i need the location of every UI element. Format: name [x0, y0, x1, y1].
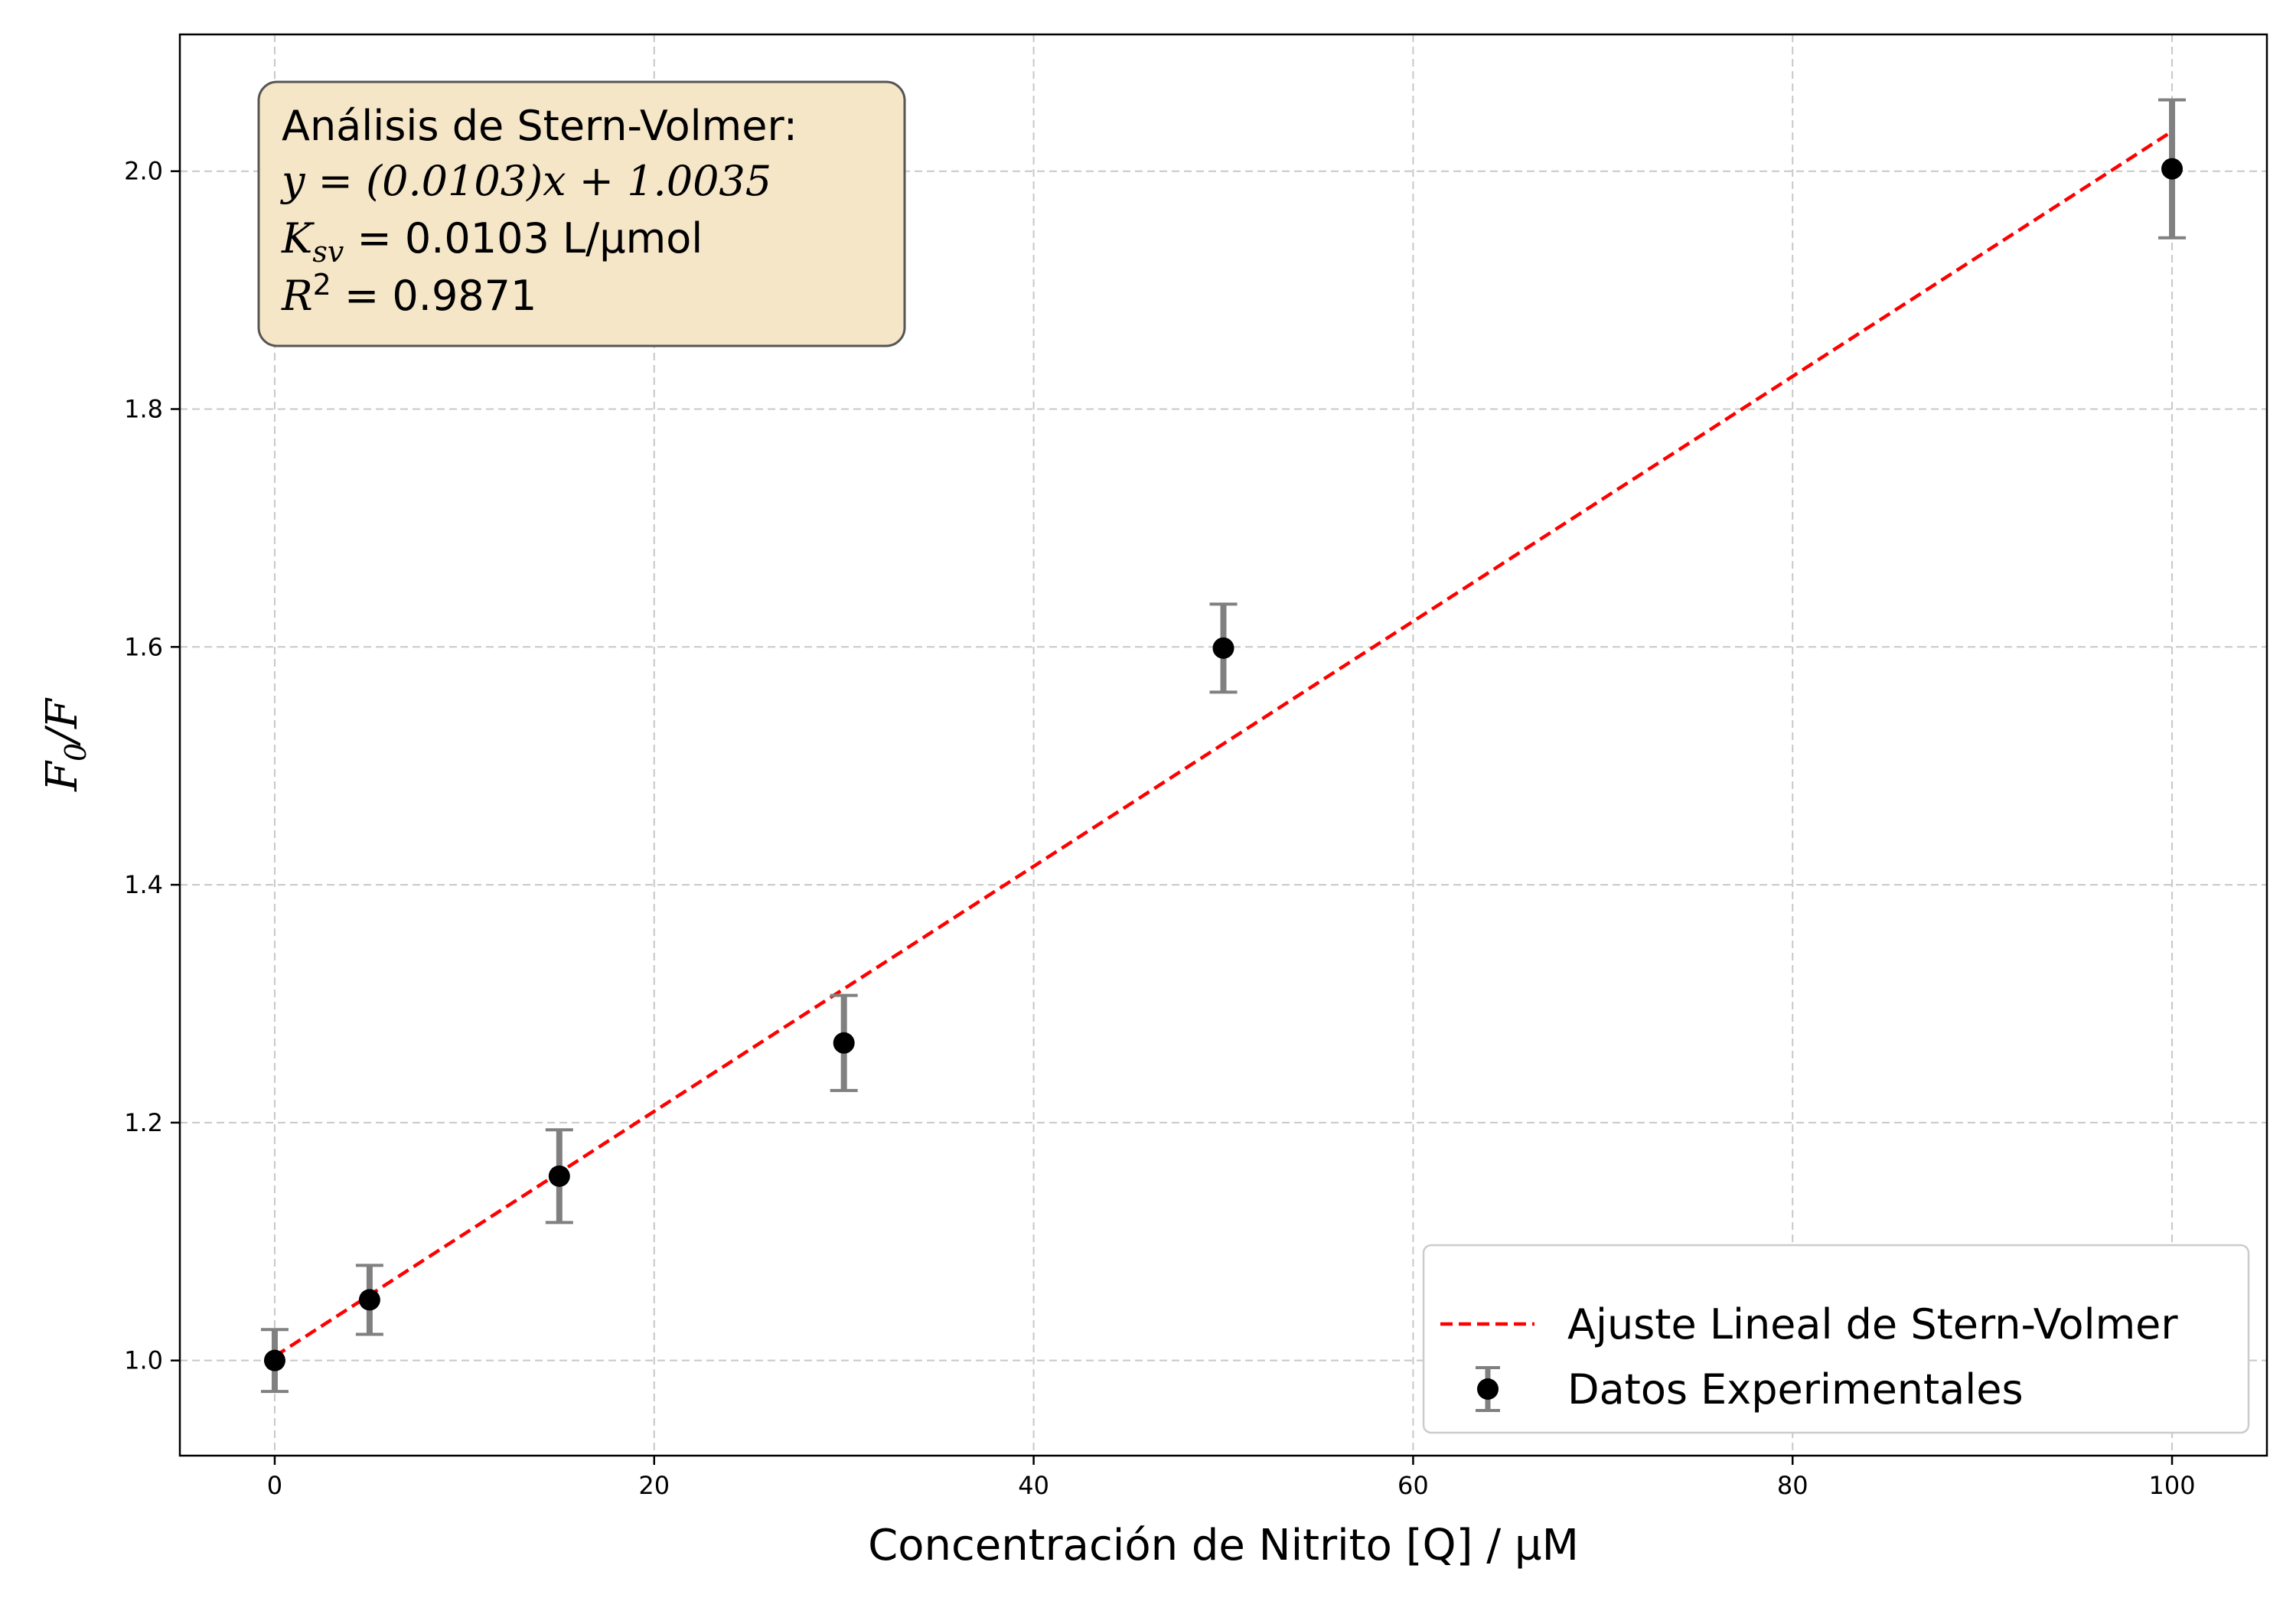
- r2-superscript: 2: [313, 268, 331, 302]
- r2-value: = 0.9871: [331, 272, 537, 320]
- y-tick-label: 1.8: [124, 395, 163, 424]
- legend: Ajuste Lineal de Stern-Volmer Datos Expe…: [1422, 1244, 2250, 1434]
- y-tick-label: 1.0: [124, 1346, 163, 1375]
- annotation-box: Análisis de Stern-Volmer: y = (0.0103)x …: [257, 80, 906, 347]
- legend-frame: [1422, 1244, 2250, 1434]
- plot-frame: [178, 33, 2268, 1457]
- data-point: [833, 1032, 855, 1054]
- y-tick-label: 1.4: [124, 870, 163, 899]
- annotation-r2: R2 = 0.9871: [281, 268, 536, 320]
- y-axis-label-base: F: [38, 760, 87, 792]
- x-axis-label: Concentración de Nitrito [Q] / µM: [868, 1521, 1579, 1570]
- annotation-ksv: Ksv = 0.0103 L/µmol: [281, 214, 703, 269]
- x-tick-label: 40: [1018, 1471, 1049, 1500]
- x-tick-label: 20: [638, 1471, 670, 1500]
- y-tick-label: 1.6: [124, 632, 163, 661]
- annotation-title: Análisis de Stern-Volmer:: [282, 102, 797, 150]
- annotation-equation: y = (0.0103)x + 1.0035: [280, 157, 771, 205]
- data-point: [1212, 637, 1234, 659]
- y-axis-label-sub: 0: [59, 743, 93, 761]
- y-axis-ticks: 1.0 1.2 1.4 1.6 1.8 2.0: [124, 157, 180, 1375]
- x-tick-label: 60: [1397, 1471, 1429, 1500]
- ksv-symbol: K: [281, 214, 315, 263]
- data-points-layer: [260, 98, 2187, 1394]
- y-tick-label: 2.0: [124, 157, 163, 186]
- y-axis-label: F0/F: [38, 697, 93, 792]
- ksv-subscript: sv: [312, 235, 344, 269]
- data-point: [263, 1349, 285, 1371]
- legend-point-sample: [1477, 1378, 1499, 1400]
- r2-symbol: R: [281, 272, 313, 320]
- data-point: [358, 1289, 380, 1311]
- fit-line-layer: [273, 129, 2174, 1358]
- ksv-value: = 0.0103 L/µmol: [344, 214, 703, 263]
- x-tick-label: 0: [267, 1471, 282, 1500]
- x-tick-label: 80: [1777, 1471, 1808, 1500]
- annotation-background: [257, 80, 906, 347]
- x-axis-ticks: 0 20 40 60 80 100: [267, 1456, 2196, 1500]
- fit-line: [273, 129, 2174, 1358]
- data-point: [548, 1165, 570, 1187]
- y-tick-label: 1.2: [124, 1108, 163, 1137]
- data-point: [2161, 158, 2183, 180]
- legend-points-label: Datos Experimentales: [1567, 1365, 2024, 1414]
- grid: [180, 34, 2267, 1456]
- legend-fit-line-label: Ajuste Lineal de Stern-Volmer: [1567, 1300, 2178, 1348]
- y-axis-label-tail: /F: [38, 697, 87, 747]
- x-tick-label: 100: [2149, 1471, 2196, 1500]
